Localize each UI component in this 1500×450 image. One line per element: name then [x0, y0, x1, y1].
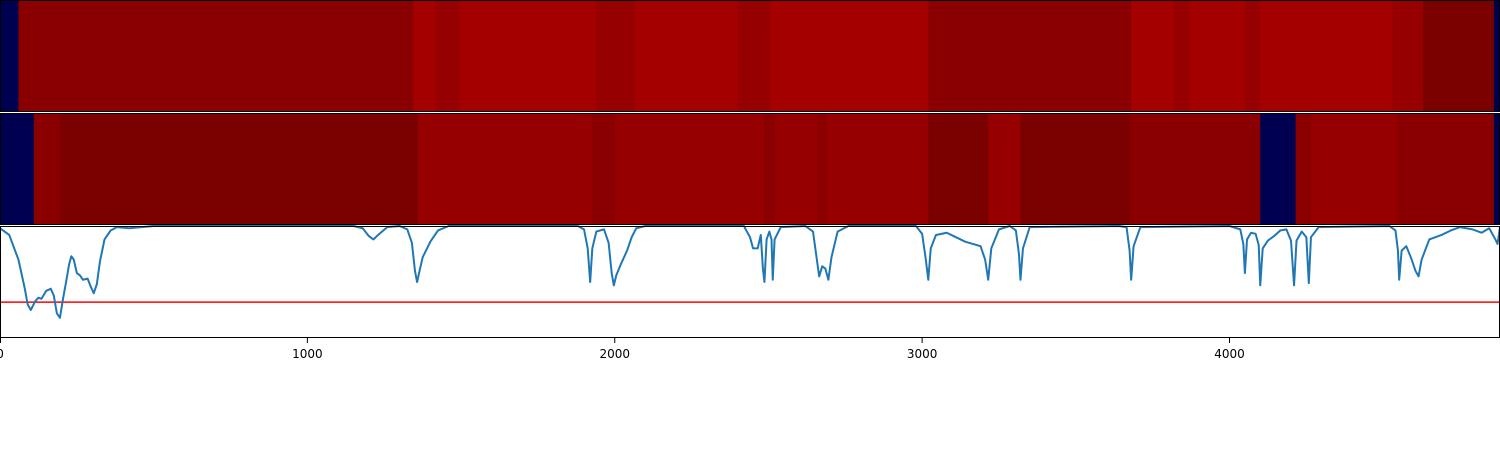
x-tick-label-3: 3000: [907, 347, 938, 361]
track-2-segment-16: [1310, 114, 1398, 225]
track-2-segment-15: [1295, 114, 1312, 225]
track-2-segment-4: [591, 114, 616, 225]
track-2-segment-2: [59, 114, 419, 225]
track-2-segment-3: [418, 114, 593, 225]
track-2-segment-14: [1260, 114, 1297, 225]
track-1-segment-0: [0, 1, 20, 112]
track-1-segment-5: [596, 1, 636, 112]
x-axis: 0 1000 2000 3000 4000: [0, 338, 1245, 361]
track-1-segment-16: [1423, 1, 1495, 112]
x-tick-label-0: 0: [0, 347, 4, 361]
x-tick-label-1: 1000: [292, 347, 323, 361]
track-1-segment-8: [769, 1, 929, 112]
track-2-segment-12: [1020, 114, 1131, 225]
x-tick-label-4: 4000: [1214, 347, 1245, 361]
track-1-segment-11: [1174, 1, 1191, 112]
track-2-segment-13: [1129, 114, 1261, 225]
track-1-segment-17: [1493, 1, 1500, 112]
track-2-segment-17: [1397, 114, 1495, 225]
track-1-segment-15: [1392, 1, 1424, 112]
x-tick-label-2: 2000: [599, 347, 630, 361]
track-1-segment-14: [1260, 1, 1394, 112]
heatmap-track-1: [0, 1, 1500, 112]
track-2-segment-6: [763, 114, 776, 225]
track-1-segment-9: [928, 1, 1132, 112]
heatmap-track-2: [0, 114, 1500, 225]
track-2-segment-5: [614, 114, 765, 225]
track-2-segment-8: [817, 114, 828, 225]
track-1-segment-6: [634, 1, 739, 112]
track-1-segment-10: [1131, 1, 1175, 112]
line-panel-background: [0, 226, 1500, 338]
track-2-segment-0: [0, 114, 35, 225]
track-2-segment-9: [826, 114, 929, 225]
line-panel: [0, 225, 1500, 338]
track-1-segment-2: [413, 1, 436, 112]
track-1-segment-1: [18, 1, 415, 112]
track-1-segment-3: [434, 1, 461, 112]
track-1-segment-13: [1244, 1, 1261, 112]
track-2-segment-7: [774, 114, 819, 225]
track-2-segment-10: [928, 114, 989, 225]
track-1-segment-7: [737, 1, 771, 112]
track-2-segment-18: [1493, 114, 1500, 225]
score-series-line: [0, 225, 1500, 319]
track-2-segment-11: [988, 114, 1022, 225]
track-2-segment-1: [33, 114, 61, 225]
track-1-segment-12: [1189, 1, 1246, 112]
track-1-segment-4: [459, 1, 597, 112]
